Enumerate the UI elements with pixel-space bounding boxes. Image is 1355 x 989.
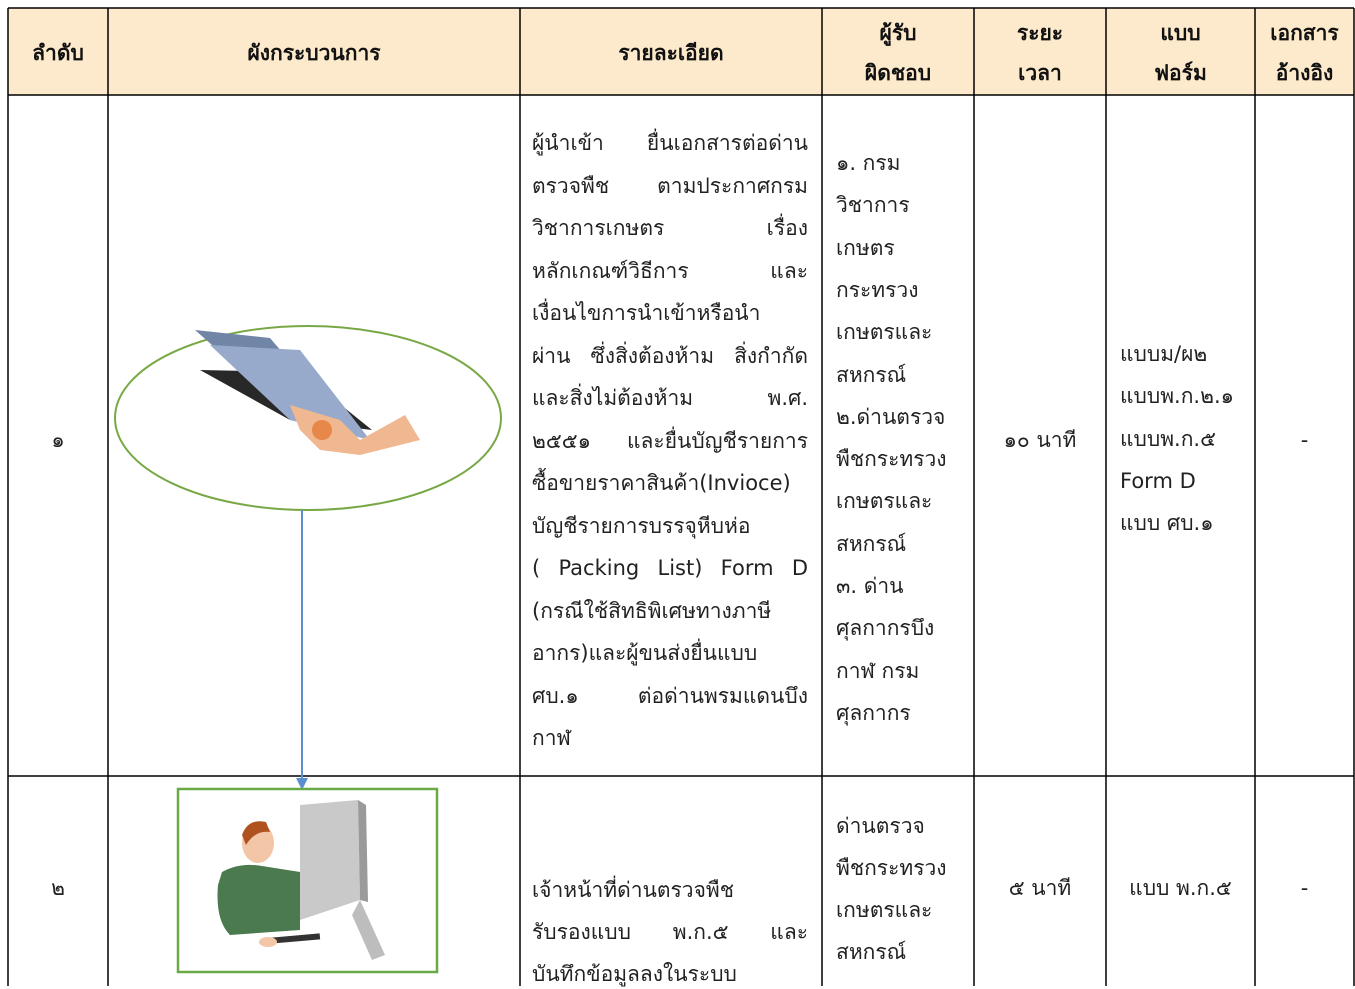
header-cell: อ้างอิง: [1275, 61, 1334, 85]
time: ๑๐ นาที: [1003, 428, 1077, 452]
detail-line: หลักเกณฑ์วิธีการ และ: [532, 258, 808, 283]
detail-line: ศบ.๑ ต่อด่านพรมแดนบึง: [532, 683, 808, 708]
detail-line: และสิ่งไม่ต้องห้าม พ.ศ.: [532, 386, 808, 410]
responsible-line: วิชาการ: [836, 193, 910, 218]
detail-line: เจ้าหน้าที่ด่านตรวจพืช: [532, 878, 735, 902]
header-cell: ลำดับ: [32, 41, 84, 65]
responsible-line: เกษตรและ: [836, 320, 933, 345]
form-line: แบบ ศบ.๑: [1120, 511, 1214, 536]
responsible-line: ศุลกากรบึง: [836, 616, 935, 641]
row-number: ๒: [51, 876, 65, 900]
responsible-line: สหกรณ์: [836, 531, 907, 556]
detail-line: ผู้นำเข้า ยื่นเอกสารต่อด่าน: [532, 131, 808, 155]
borders: [7, 7, 1355, 986]
detail-line: ตรวจพืช ตามประกาศกรม: [532, 173, 808, 198]
detail-line: วิชาการเกษตร เรื่อง: [532, 216, 808, 240]
detail-line: กาฬ: [532, 726, 571, 750]
detail-line: รับรองแบบ พ.ก.๕ และ: [532, 920, 808, 944]
arrow: [296, 510, 308, 790]
detail-line: (กรณีใช้สิทธิพิเศษทางภาษี: [532, 598, 772, 623]
responsible-line: กาฬ กรม: [836, 658, 920, 683]
form-line: แบบม/ผ๒: [1120, 342, 1208, 366]
responsible-line: เกษตรและ: [836, 898, 933, 922]
header-bg: [8, 8, 1354, 95]
row-number: ๑: [51, 428, 65, 452]
responsible-line: ๒.ด่านตรวจ: [836, 404, 946, 429]
responsible-line: ศุลกากร: [836, 700, 911, 725]
header-cell: ผิดชอบ: [864, 61, 932, 85]
form-line: แบบพ.ก.๕: [1120, 426, 1216, 451]
form-line: Form D: [1120, 468, 1196, 493]
header-cell: แบบ: [1160, 21, 1201, 45]
form-line: แบบพ.ก.๒.๑: [1120, 384, 1234, 409]
header-cell: ผังกระบวนการ: [247, 41, 381, 65]
responsible-line: เกษตรและ: [836, 489, 933, 514]
header-cell: ฟอร์ม: [1154, 61, 1207, 85]
detail-line: ซื้อขายราคาสินค้า(Invioce): [532, 471, 791, 495]
responsible-line: พืชกระทรวง: [836, 856, 947, 880]
detail-line: อากร)และผู้ขนส่งยื่นแบบ: [532, 641, 758, 665]
detail-line: เงื่อนไขการนำเข้าหรือนำ: [532, 301, 761, 325]
responsible-line: เกษตร: [836, 235, 895, 260]
responsible-line: กระทรวง: [836, 277, 919, 302]
responsible-line: ๓. ด่าน: [836, 574, 904, 598]
detail-line: ผ่าน ซึ่งสิ่งต้องห้าม สิ่งกำกัด: [532, 343, 808, 368]
officer-illustration: [176, 787, 439, 974]
responsible-line: ๑. กรม: [836, 151, 901, 175]
header-cell: เอกสาร: [1270, 21, 1339, 45]
detail-line: บันทึกข้อมูลลงในระบบ: [532, 962, 737, 986]
header-cell: รายละเอียด: [618, 41, 724, 65]
responsible-line: สหกรณ์: [836, 940, 907, 964]
detail-line: บัญชีรายการบรรจุหีบห่อ: [532, 513, 751, 538]
header-cell: ผู้รับ: [879, 21, 917, 45]
time: ๕ นาที: [1008, 876, 1072, 900]
reference: -: [1300, 876, 1309, 900]
responsible-line: พืชกระทรวง: [836, 447, 947, 472]
header-cell: ระยะ: [1016, 21, 1064, 45]
submit-illustration: [114, 325, 502, 511]
form-line: แบบ พ.ก.๕: [1129, 876, 1232, 900]
header-cell: เวลา: [1018, 61, 1062, 85]
reference: -: [1300, 428, 1309, 452]
responsible-line: สหกรณ์: [836, 362, 907, 387]
detail-line: ๒๕๕๑ และยื่นบัญชีรายการ: [532, 428, 808, 453]
responsible-line: ด่านตรวจ: [836, 814, 925, 838]
detail-line: ( Packing List) Form D: [532, 556, 808, 580]
